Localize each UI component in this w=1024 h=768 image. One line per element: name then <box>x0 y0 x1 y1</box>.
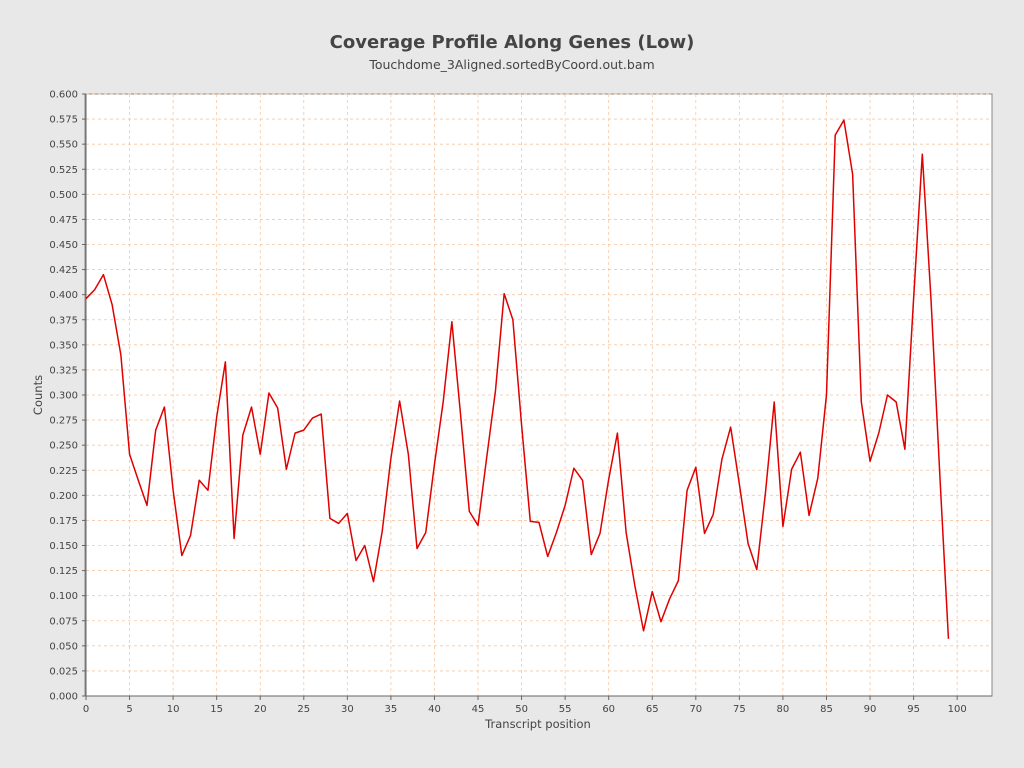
x-tick-label: 100 <box>948 704 967 715</box>
y-tick-label: 0.100 <box>49 591 78 602</box>
x-tick-label: 5 <box>126 704 132 715</box>
x-tick-label: 75 <box>733 704 746 715</box>
x-tick-label: 0 <box>83 704 89 715</box>
x-tick-label: 40 <box>428 704 441 715</box>
y-tick-label: 0.375 <box>49 315 78 326</box>
y-tick-label: 0.150 <box>49 541 78 552</box>
y-tick-label: 0.075 <box>49 616 78 627</box>
y-tick-label: 0.425 <box>49 265 78 276</box>
x-tick-label: 30 <box>341 704 354 715</box>
chart-subtitle: Touchdome_3Aligned.sortedByCoord.out.bam <box>368 57 654 72</box>
y-tick-label: 0.250 <box>49 441 78 452</box>
y-tick-label: 0.475 <box>49 215 78 226</box>
y-tick-label: 0.600 <box>49 90 78 101</box>
x-tick-label: 10 <box>167 704 180 715</box>
x-tick-label: 15 <box>210 704 223 715</box>
axes <box>82 93 992 700</box>
y-tick-label: 0.000 <box>49 692 78 703</box>
chart-title: Coverage Profile Along Genes (Low) <box>330 32 695 53</box>
y-tick-label: 0.200 <box>49 491 78 502</box>
y-axis-label: Counts <box>31 375 45 415</box>
y-tick-label: 0.300 <box>49 391 78 402</box>
x-tick-label: 55 <box>559 704 572 715</box>
y-tick-label: 0.575 <box>49 115 78 126</box>
x-tick-label: 20 <box>254 704 267 715</box>
x-tick-label: 25 <box>297 704 310 715</box>
x-tick-label: 60 <box>602 704 615 715</box>
coverage-series-line <box>85 119 950 639</box>
y-tick-label: 0.400 <box>49 290 78 301</box>
x-tick-label: 65 <box>646 704 659 715</box>
y-tick-label: 0.450 <box>49 240 78 251</box>
x-tick-label: 85 <box>820 704 833 715</box>
x-tick-label: 80 <box>777 704 790 715</box>
y-tick-label: 0.325 <box>49 365 78 376</box>
y-tick-label: 0.550 <box>49 140 78 151</box>
x-tick-labels: 0 5 10 15 20 25 30 35 40 45 50 55 60 65 70 75 80 85 90 95 10… <box>83 704 967 715</box>
x-axis-label: Transcript position <box>484 717 591 731</box>
y-tick-labels: 0.000 0.025 0.050 0.075 0.100 0.125 0.150 0.175… <box>49 90 78 703</box>
y-tick-label: 0.125 <box>49 566 78 577</box>
x-tick-label: 35 <box>385 704 398 715</box>
x-tick-label: 90 <box>864 704 877 715</box>
y-tick-label: 0.500 <box>49 190 78 201</box>
x-tick-label: 50 <box>515 704 528 715</box>
y-tick-label: 0.275 <box>49 416 78 427</box>
x-tick-label: 70 <box>689 704 702 715</box>
x-tick-label: 95 <box>907 704 920 715</box>
y-tick-label: 0.350 <box>49 340 78 351</box>
x-tick-label: 45 <box>472 704 485 715</box>
y-tick-label: 0.050 <box>49 641 78 652</box>
y-tick-label: 0.225 <box>49 466 78 477</box>
y-tick-label: 0.525 <box>49 165 78 176</box>
data-series <box>85 119 950 639</box>
y-tick-label: 0.175 <box>49 516 78 527</box>
y-tick-label: 0.025 <box>49 666 78 677</box>
